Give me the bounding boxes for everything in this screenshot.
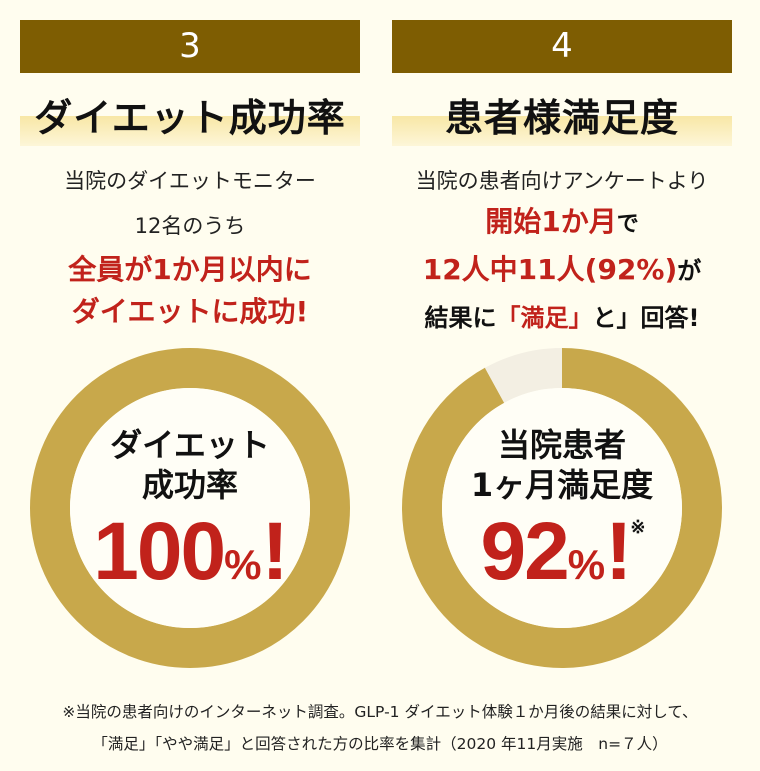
donut-label-line: 成功率 <box>141 466 238 504</box>
description: 当院の患者向けアンケートより <box>415 169 709 193</box>
donut-hole <box>442 388 682 628</box>
panel-title: 患者様満足度 <box>392 90 732 146</box>
footnote: ※当院の患者向けのインターネット調査。GLP-1 ダイエット体験１か月後の結果に… <box>62 703 698 721</box>
red-text: 開始1か月 <box>485 205 617 238</box>
donut-label: 当院患者 1ヶ月満足度 92%!※ <box>392 425 732 599</box>
donut-chart <box>402 348 722 668</box>
red-text: 12人中11人(92%) <box>422 253 678 286</box>
panel-title: ダイエット成功率 <box>20 90 360 146</box>
text: で <box>616 212 639 237</box>
donut-label-line: 1ヶ月満足度 <box>470 466 654 504</box>
description: 12名のうち <box>134 214 246 238</box>
donut-label-line: 当院患者 <box>497 426 626 464</box>
highlight: 開始1か月で <box>392 200 732 240</box>
highlight: ダイエットに成功! <box>71 295 309 328</box>
highlight: 全員が1か月以内に <box>68 253 312 286</box>
text: 結果に <box>424 304 497 332</box>
exclamation: ! <box>605 506 632 597</box>
red-text: 「満足」 <box>496 304 593 332</box>
value-number: 92 <box>480 506 570 597</box>
donut-label-line: ダイエット <box>110 426 270 464</box>
donut-value: 92%!※ <box>392 505 732 599</box>
value-number: 100 <box>93 506 226 597</box>
value-unit: % <box>224 541 262 588</box>
footnote: 「満足」「やや満足」と回答された方の比率を集計（2020 年11月実施 n=７人… <box>92 735 668 753</box>
donut-label: ダイエット 成功率 100%! <box>20 425 360 599</box>
text: が <box>677 257 702 285</box>
donut-segment <box>30 348 350 668</box>
donut-hole <box>70 388 310 628</box>
text: と」回答! <box>592 304 700 332</box>
value-unit: % <box>567 541 606 588</box>
donut-chart <box>30 348 350 668</box>
panel-number: 3 <box>20 20 360 73</box>
donut-segment <box>484 348 562 403</box>
note-mark: ※ <box>630 517 645 537</box>
highlight: 12人中11人(92%)が <box>392 248 732 288</box>
exclamation: ! <box>261 506 288 597</box>
result-line: 結果に「満足」と」回答! <box>392 298 732 333</box>
donut-value: 100%! <box>20 505 360 599</box>
panel-number: 4 <box>392 20 732 73</box>
description: 当院のダイエットモニター <box>64 169 316 193</box>
